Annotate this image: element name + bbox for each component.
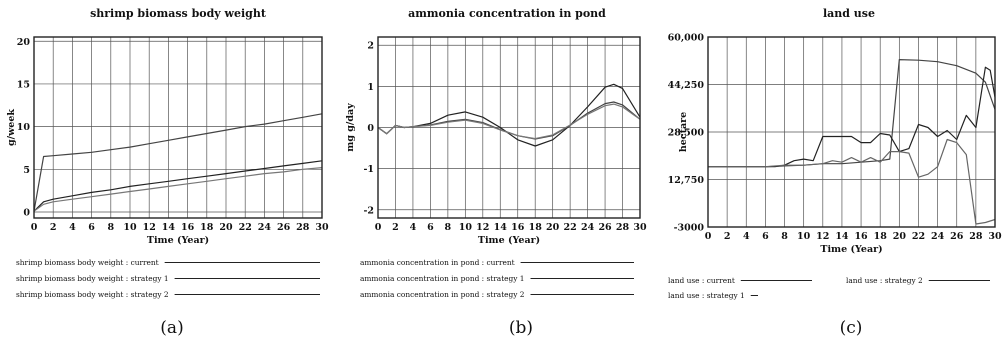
series-line-1 [33,160,323,212]
x-tick-label: 20 [546,222,560,233]
x-tick-label: 28 [616,222,630,233]
y-tick-label: 44,250 [668,80,705,91]
plot-frame [707,36,996,228]
x-tick-label: 2 [50,222,57,233]
y-tick-label: -3000 [674,223,705,234]
chart-title: ammonia concentration in pond [408,7,606,20]
x-axis-label: Time (Year) [478,235,540,246]
x-tick-label: 12 [143,222,156,233]
panel-label: (c) [840,318,863,338]
legend-label: shrimp biomass body weight : strategy 1 [16,274,169,283]
x-tick-label: 24 [581,222,595,233]
y-tick-label: 15 [17,79,30,90]
series-line-1 [708,66,996,168]
x-tick-label: 28 [296,222,310,233]
panel-label: (a) [160,318,183,338]
x-tick-label: 12 [816,231,829,242]
y-axis-label: g/week [6,109,17,146]
x-tick-label: 16 [854,231,868,242]
x-tick-label: 10 [797,231,811,242]
x-tick-label: 8 [107,222,114,233]
x-tick-label: 10 [459,222,473,233]
y-tick-label: 0 [367,123,374,134]
series-line-2 [377,103,641,140]
y-tick-label: 5 [23,165,30,176]
y-tick-label: -2 [363,205,374,216]
x-tick-label: 8 [781,231,788,242]
plot-frame [377,36,641,219]
legend-label: land use : strategy 1 [668,291,745,300]
x-tick-label: 28 [969,231,983,242]
x-tick-label: 30 [633,222,647,233]
x-tick-label: 26 [950,231,964,242]
y-tick-label: 12,750 [668,175,705,186]
x-tick-label: 4 [69,222,76,233]
x-tick-label: 14 [494,222,508,233]
x-tick-label: 26 [598,222,612,233]
y-tick-label: 1 [367,82,374,93]
x-tick-label: 22 [564,222,577,233]
x-tick-label: 30 [988,231,1002,242]
y-tick-label: 60,000 [668,33,705,44]
y-tick-label: 10 [17,122,31,133]
x-tick-label: 18 [529,222,543,233]
x-tick-label: 16 [181,222,195,233]
x-tick-label: 24 [931,231,945,242]
x-tick-label: 20 [893,231,907,242]
x-tick-label: 12 [476,222,489,233]
x-tick-label: 8 [445,222,452,233]
x-axis-label: Time (Year) [147,235,209,246]
y-axis-label: hectare [678,112,689,152]
y-tick-label: -1 [363,164,374,175]
legend-label: land use : strategy 2 [846,276,923,285]
x-tick-label: 2 [724,231,731,242]
y-tick-label: 20 [17,37,31,48]
x-tick-label: 0 [375,222,382,233]
x-tick-label: 4 [743,231,750,242]
x-tick-label: 24 [258,222,272,233]
legend-label: shrimp biomass body weight : strategy 2 [16,290,169,299]
x-axis-label: Time (Year) [820,244,882,255]
series-line-2 [708,138,996,225]
chart-title: land use [823,7,875,20]
x-tick-label: 18 [874,231,888,242]
x-tick-label: 2 [392,222,399,233]
panel-label: (b) [509,318,533,338]
x-tick-label: 14 [835,231,849,242]
x-tick-label: 4 [410,222,417,233]
y-tick-label: 28,500 [668,128,705,139]
series-line-2 [33,167,323,212]
x-tick-label: 18 [200,222,214,233]
x-tick-label: 22 [912,231,925,242]
x-tick-label: 6 [88,222,95,233]
x-tick-label: 0 [705,231,712,242]
legend-label: ammonia concentration in pond : current [360,258,515,267]
y-tick-label: 2 [367,41,374,52]
x-tick-label: 0 [31,222,38,233]
chart-title: shrimp biomass body weight [90,7,267,20]
series-line-0 [708,59,996,168]
x-tick-label: 6 [427,222,434,233]
x-tick-label: 22 [239,222,252,233]
series-line-0 [33,113,323,212]
x-tick-label: 30 [315,222,329,233]
x-tick-label: 10 [123,222,137,233]
x-tick-label: 16 [511,222,525,233]
legend-label: ammonia concentration in pond : strategy… [360,274,525,283]
x-tick-label: 6 [762,231,769,242]
y-axis-label: mg g/day [345,103,356,152]
plot-frame [33,36,323,219]
legend-label: land use : current [668,276,735,285]
legend-label: ammonia concentration in pond : strategy… [360,290,525,299]
x-tick-label: 26 [277,222,291,233]
series-line-0 [377,83,641,147]
x-tick-label: 14 [162,222,176,233]
y-tick-label: 0 [23,208,30,219]
x-tick-label: 20 [219,222,233,233]
legend-label: shrimp biomass body weight : current [16,258,159,267]
